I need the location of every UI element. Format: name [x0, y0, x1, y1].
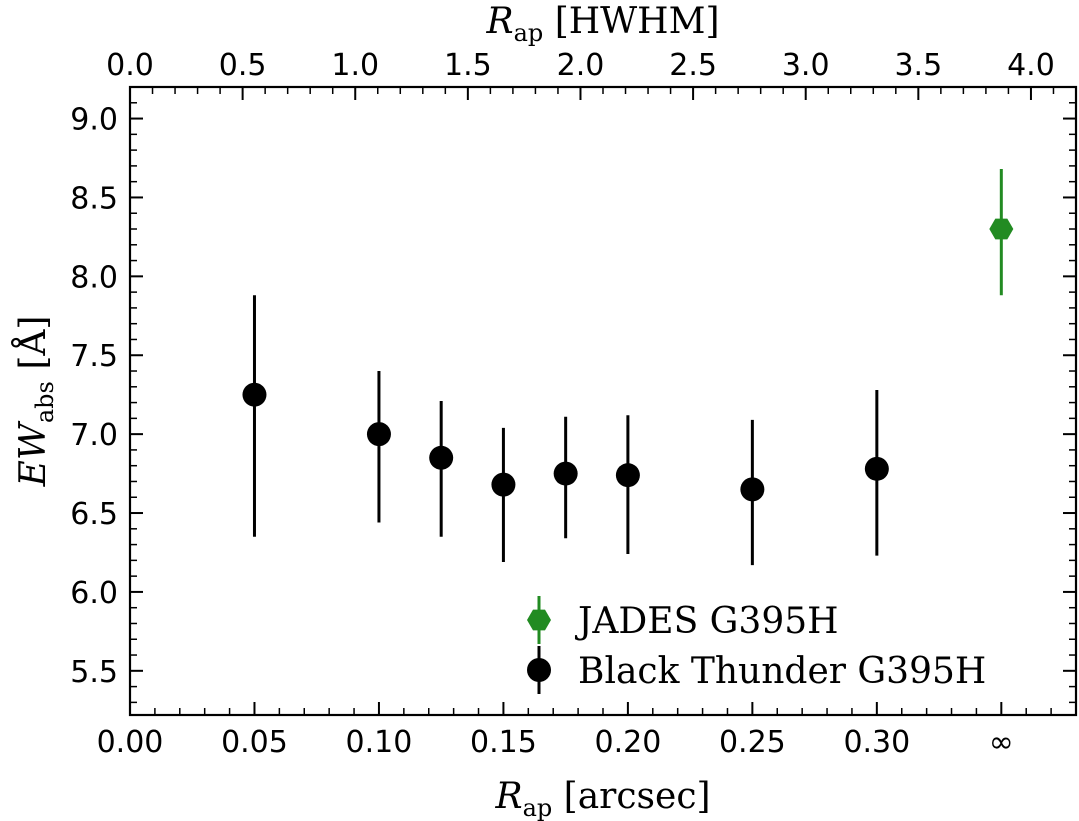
data-markers	[242, 218, 1014, 502]
y-tick-label: 8.0	[70, 260, 118, 295]
top-tick-label: 0.0	[106, 48, 154, 83]
y-tick-label: 8.5	[70, 181, 118, 216]
tick-labels: 0.00 0.05 0.10 0.15 0.20 0.25 0.30 ∞ 0.0 0.5 1.0 1.…	[70, 48, 1055, 760]
legend-label: JADES G395H	[574, 601, 839, 642]
black-thunder-point	[553, 461, 578, 486]
top-tick-label: 3.5	[894, 48, 942, 83]
legend-label: Black Thunder G395H	[578, 651, 986, 692]
y-tick-label: 6.5	[70, 497, 118, 532]
top-tick-label: 1.5	[444, 48, 492, 83]
top-tick-label: 1.0	[331, 48, 379, 83]
y-tick-label: 7.0	[70, 418, 118, 453]
legend-entry-black-thunder: Black Thunder G395H	[527, 646, 986, 694]
x-tick-label: 0.30	[843, 725, 910, 760]
x-axis-title-bottom: Rap [arcsec]	[494, 776, 710, 821]
top-tick-label: 2.0	[557, 48, 605, 83]
x-tick-label: 0.10	[346, 725, 413, 760]
major-ticks	[129, 87, 1076, 715]
minor-ticks	[130, 86, 1076, 715]
jades-point	[989, 218, 1014, 240]
top-tick-label: 0.5	[219, 48, 267, 83]
legend: JADES G395H Black Thunder G395H	[527, 596, 986, 694]
x-axis-title-top: Rap [HWHM]	[486, 1, 720, 47]
x-tick-label: 0.20	[594, 725, 661, 760]
top-tick-label: 4.0	[1007, 48, 1055, 83]
x-tick-label: ∞	[989, 725, 1014, 760]
legend-marker	[527, 658, 551, 682]
y-tick-label: 7.5	[70, 339, 118, 374]
x-tick-label: 0.00	[97, 725, 164, 760]
black-thunder-point	[429, 445, 454, 470]
black-thunder-point	[242, 382, 267, 407]
black-thunder-point	[740, 477, 765, 502]
error-bars	[252, 169, 1003, 566]
x-tick-label: 0.15	[470, 725, 537, 760]
black-thunder-point	[615, 463, 640, 488]
black-thunder-point	[366, 422, 391, 447]
y-tick-label: 5.5	[70, 655, 118, 690]
y-tick-label: 6.0	[70, 576, 118, 611]
x-tick-label: 0.25	[719, 725, 786, 760]
x-tick-label: 0.05	[221, 725, 288, 760]
y-tick-label: 9.0	[70, 103, 118, 138]
black-thunder-point	[491, 472, 516, 497]
legend-marker	[527, 609, 551, 631]
legend-entry-jades: JADES G395H	[527, 596, 839, 644]
y-axis-title: EWabs [Å]	[12, 316, 59, 488]
top-tick-label: 2.5	[669, 48, 717, 83]
black-thunder-point	[864, 456, 889, 481]
top-tick-label: 3.0	[782, 48, 830, 83]
